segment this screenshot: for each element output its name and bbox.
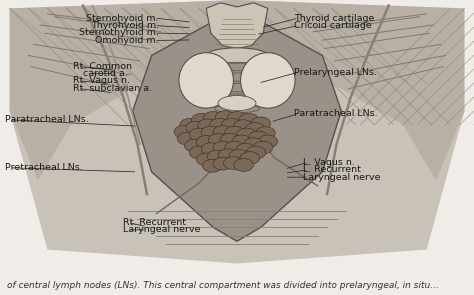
Text: Laryngeal nerve: Laryngeal nerve [303, 173, 381, 182]
Ellipse shape [246, 146, 266, 159]
Polygon shape [133, 8, 341, 241]
Text: Sternohyoid m.: Sternohyoid m. [86, 14, 159, 22]
Ellipse shape [186, 121, 206, 134]
Ellipse shape [258, 135, 278, 148]
Ellipse shape [233, 120, 253, 132]
Ellipse shape [245, 122, 265, 135]
Polygon shape [237, 0, 465, 180]
Ellipse shape [189, 128, 209, 141]
Text: Thyrohyoid m.: Thyrohyoid m. [91, 21, 159, 30]
Polygon shape [9, 0, 237, 180]
Text: Thyroid cartilage: Thyroid cartilage [294, 14, 374, 22]
Ellipse shape [248, 131, 268, 144]
Ellipse shape [198, 119, 218, 132]
Text: of central lymph nodes (LNs). This central compartment was divided into prelaryn: of central lymph nodes (LNs). This centr… [7, 281, 439, 290]
Ellipse shape [203, 112, 223, 124]
Ellipse shape [237, 128, 256, 141]
Ellipse shape [236, 143, 255, 156]
Ellipse shape [223, 157, 243, 169]
Ellipse shape [210, 118, 229, 131]
Ellipse shape [229, 150, 249, 162]
Ellipse shape [213, 126, 233, 138]
Ellipse shape [179, 53, 233, 108]
Ellipse shape [213, 141, 233, 154]
Text: L. Vagus n.: L. Vagus n. [303, 158, 355, 167]
Ellipse shape [218, 149, 238, 162]
Ellipse shape [232, 135, 252, 148]
Ellipse shape [255, 127, 275, 140]
Text: Rt. Recurrent: Rt. Recurrent [123, 218, 186, 227]
Ellipse shape [201, 143, 221, 155]
Ellipse shape [196, 153, 216, 166]
Ellipse shape [177, 132, 197, 145]
Ellipse shape [180, 118, 200, 131]
Text: Paratracheal LNs.: Paratracheal LNs. [294, 109, 377, 118]
Text: Rt. subclavian a.: Rt. subclavian a. [73, 84, 153, 93]
Text: Cricoid cartilage: Cricoid cartilage [294, 21, 372, 30]
Ellipse shape [244, 138, 264, 150]
Ellipse shape [220, 133, 240, 146]
Ellipse shape [215, 111, 235, 123]
Text: L. Recurrent: L. Recurrent [303, 165, 361, 174]
Text: Omohyoid m.: Omohyoid m. [95, 36, 159, 45]
Text: Laryngeal nerve: Laryngeal nerve [123, 225, 201, 235]
Ellipse shape [234, 159, 254, 171]
Text: Pretracheal LNs.: Pretracheal LNs. [5, 163, 82, 172]
Ellipse shape [191, 113, 211, 126]
Ellipse shape [221, 118, 241, 131]
Ellipse shape [207, 150, 227, 163]
Text: Prelaryngeal LNs.: Prelaryngeal LNs. [294, 68, 377, 77]
Ellipse shape [202, 159, 222, 172]
Ellipse shape [253, 141, 273, 154]
Text: Paratracheal LNs.: Paratracheal LNs. [5, 115, 88, 124]
Ellipse shape [225, 141, 245, 154]
Ellipse shape [174, 125, 194, 138]
Text: carotid a.: carotid a. [83, 69, 128, 78]
Text: Rt. Vagus n.: Rt. Vagus n. [73, 76, 130, 86]
Ellipse shape [218, 96, 256, 111]
Ellipse shape [240, 53, 295, 108]
Ellipse shape [208, 134, 228, 146]
Ellipse shape [251, 117, 271, 130]
Text: Sternothyroid m.: Sternothyroid m. [79, 29, 159, 37]
Ellipse shape [189, 146, 209, 159]
Ellipse shape [227, 112, 247, 124]
Ellipse shape [206, 48, 268, 63]
Ellipse shape [239, 113, 259, 126]
Ellipse shape [196, 136, 216, 148]
Polygon shape [9, 0, 465, 263]
Ellipse shape [240, 152, 260, 164]
Ellipse shape [213, 157, 233, 170]
Ellipse shape [184, 139, 204, 152]
Text: Rt. Common: Rt. Common [73, 62, 132, 71]
Ellipse shape [225, 126, 245, 139]
Polygon shape [206, 3, 268, 49]
Ellipse shape [201, 126, 221, 139]
